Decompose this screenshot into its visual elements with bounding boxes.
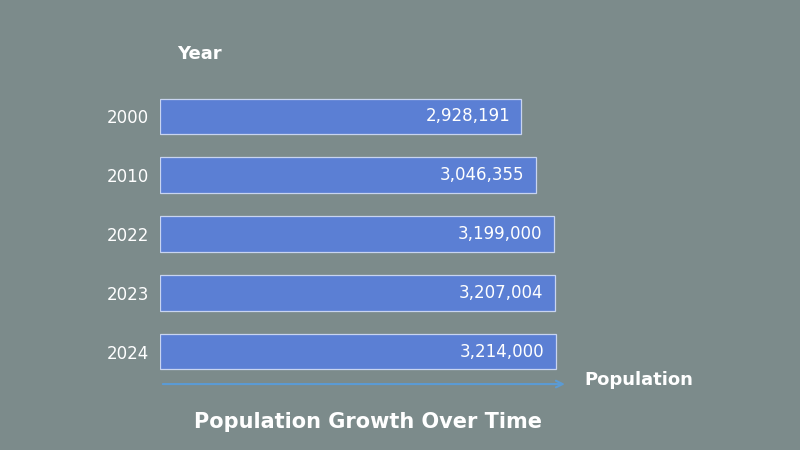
Text: 3,199,000: 3,199,000 (458, 225, 542, 243)
Text: 3,046,355: 3,046,355 (440, 166, 524, 184)
Bar (160, 275, 555, 310)
Text: Population Growth Over Time: Population Growth Over Time (194, 412, 542, 432)
Bar (160, 99, 521, 134)
Bar (160, 216, 554, 252)
Text: Year: Year (177, 45, 222, 63)
Text: Population: Population (584, 371, 693, 389)
Text: 3,214,000: 3,214,000 (460, 343, 544, 361)
Bar (160, 334, 556, 369)
Bar (160, 158, 535, 193)
Text: 2,928,191: 2,928,191 (426, 107, 510, 125)
Text: 3,207,004: 3,207,004 (459, 284, 543, 302)
